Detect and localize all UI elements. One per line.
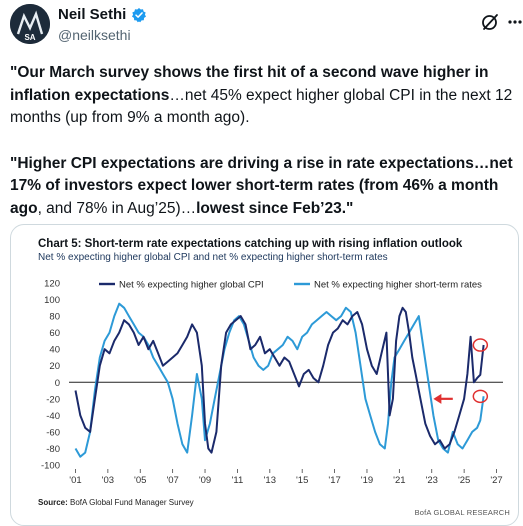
x-tick-label: '01 (69, 475, 81, 486)
tweet-p2-seg-3: lowest since Feb’23." (196, 199, 354, 217)
x-tick-label: '05 (134, 475, 146, 486)
chart-source-text: BofA Global Fund Manager Survey (67, 498, 194, 507)
author-name[interactable]: Neil Sethi (58, 6, 127, 23)
y-tick-label: 20 (49, 361, 60, 372)
annotation-circle-1 (472, 338, 489, 352)
avatar[interactable]: SA (10, 4, 50, 44)
tweet-media-chart[interactable]: 120 100 80 60 40 20 0 -20 -40 -60 -80 -100 '01 '03 '05… (10, 224, 519, 526)
tweet-p2-seg-2: , and 78% in Aug’25)… (37, 199, 197, 217)
chart-credit: BofA GLOBAL RESEARCH (414, 508, 510, 517)
y-tick-label: -80 (46, 444, 60, 455)
y-tick-label: 120 (44, 279, 60, 290)
annotation-arrow-head (433, 393, 442, 404)
y-tick-label: -40 (46, 411, 60, 422)
y-tick-label: 80 (49, 312, 60, 323)
x-tick-label: '17 (328, 475, 340, 486)
y-tick-label: -20 (46, 394, 60, 405)
avatar-logo-icon: SA (10, 4, 50, 44)
chart-source: Source: BofA Global Fund Manager Survey (38, 498, 194, 507)
tweet-paragraph-1: "Our March survey shows the first hit of… (10, 62, 515, 130)
legend-label-1: Net % expecting higher global CPI (119, 280, 264, 291)
x-tick-label: '15 (296, 475, 308, 486)
chart-source-label: Source: (38, 498, 68, 507)
chart-svg: 120 100 80 60 40 20 0 -20 -40 -60 -80 -100 '01 '03 '05… (41, 279, 503, 486)
x-tick-label: '11 (232, 475, 244, 486)
x-tick-label: '09 (199, 475, 211, 486)
y-tick-label: 100 (44, 295, 60, 306)
x-tick-label: '03 (102, 475, 114, 486)
chart-title: Chart 5: Short-term rate expectations ca… (38, 238, 463, 250)
author-handle[interactable]: @neilksethi (58, 27, 131, 43)
y-tick-label: 60 (49, 328, 60, 339)
tweet-text: "Our March survey shows the first hit of… (10, 62, 515, 243)
tweet-p2-seg-1: "Higher CPI expectations are driving a r… (10, 154, 513, 217)
annotation-circle-2 (472, 389, 489, 404)
y-tick-label: 40 (49, 345, 60, 356)
x-tick-label: '13 (264, 475, 276, 486)
y-tick-label: 0 (55, 378, 60, 389)
y-tick-label: -60 (46, 427, 60, 438)
tweet-paragraph-2: "Higher CPI expectations are driving a r… (10, 153, 515, 221)
x-tick-label: '19 (361, 475, 373, 486)
more-options-icon[interactable] (508, 12, 522, 32)
tweet-p1-seg-2: …net 45% expect higher global CPI in the… (10, 86, 513, 127)
x-tick-label: '21 (393, 475, 405, 486)
tweet-p1-seg-1: "Our March survey shows the first hit of… (10, 64, 489, 104)
x-tick-label: '23 (426, 475, 438, 486)
grok-icon[interactable] (480, 12, 500, 32)
series-line-2 (74, 302, 485, 458)
x-tick-label: '25 (458, 475, 470, 486)
x-tick-label: '27 (490, 475, 502, 486)
legend-label-2: Net % expecting higher short-term rates (314, 280, 482, 291)
chart-subtitle: Net % expecting higher global CPI and ne… (38, 252, 388, 263)
avatar-text: SA (24, 33, 35, 42)
y-tick-label: -100 (41, 461, 60, 472)
x-tick-label: '07 (166, 475, 178, 486)
series-line-1 (74, 306, 485, 454)
verified-badge-icon (132, 7, 147, 22)
